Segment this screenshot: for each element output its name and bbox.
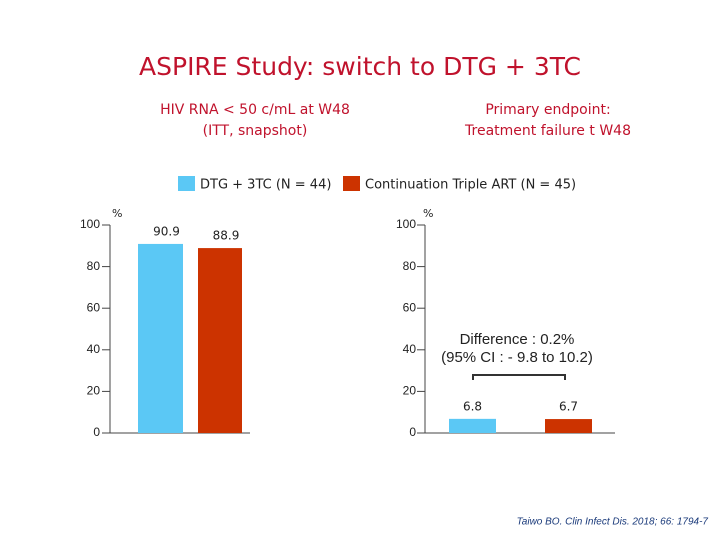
chart-title: (ITT, snapshot) [203, 123, 308, 139]
annotation: (95% CI : - 9.8 to 10.2) [441, 349, 593, 366]
legend-label: DTG + 3TC (N = 44) [200, 178, 331, 193]
y-tick-label: 100 [80, 217, 100, 231]
legend-swatch [178, 176, 195, 191]
value-label: 90.9 [153, 224, 180, 238]
y-tick-label: 60 [403, 300, 417, 314]
y-tick-label: 100 [396, 217, 416, 231]
y-tick-label: 80 [87, 259, 101, 273]
annotation: Difference : 0.2% [460, 331, 575, 348]
footnote: Taiwo BO. Clin Infect Dis. 2018; 66: 179… [517, 517, 709, 528]
legend-swatch [343, 176, 360, 191]
y-tick-label: 20 [87, 384, 101, 398]
y-tick-label: 0 [93, 425, 100, 439]
y-tick-label: 20 [403, 384, 417, 398]
value-label: 88.9 [213, 229, 240, 243]
y-tick-label: 0 [409, 425, 416, 439]
slide-title: ASPIRE Study: switch to DTG + 3TC [139, 52, 581, 81]
chart-title: Primary endpoint: [485, 102, 610, 118]
legend-label: Continuation Triple ART (N = 45) [365, 178, 576, 193]
bracket [472, 374, 566, 380]
y-tick-label: 40 [403, 342, 417, 356]
value-label: 6.7 [559, 400, 578, 414]
bar [138, 243, 183, 433]
bar [198, 248, 242, 433]
chart-title: Treatment failure t W48 [464, 123, 631, 139]
y-tick-label: 80 [403, 259, 417, 273]
y-tick-label: 40 [87, 342, 101, 356]
bar [449, 418, 496, 433]
bar [545, 419, 592, 433]
value-label: 6.8 [463, 399, 482, 413]
y-unit: % [112, 207, 122, 220]
y-unit: % [423, 207, 433, 220]
y-tick-label: 60 [87, 300, 101, 314]
chart-title: HIV RNA < 50 c/mL at W48 [160, 102, 350, 118]
